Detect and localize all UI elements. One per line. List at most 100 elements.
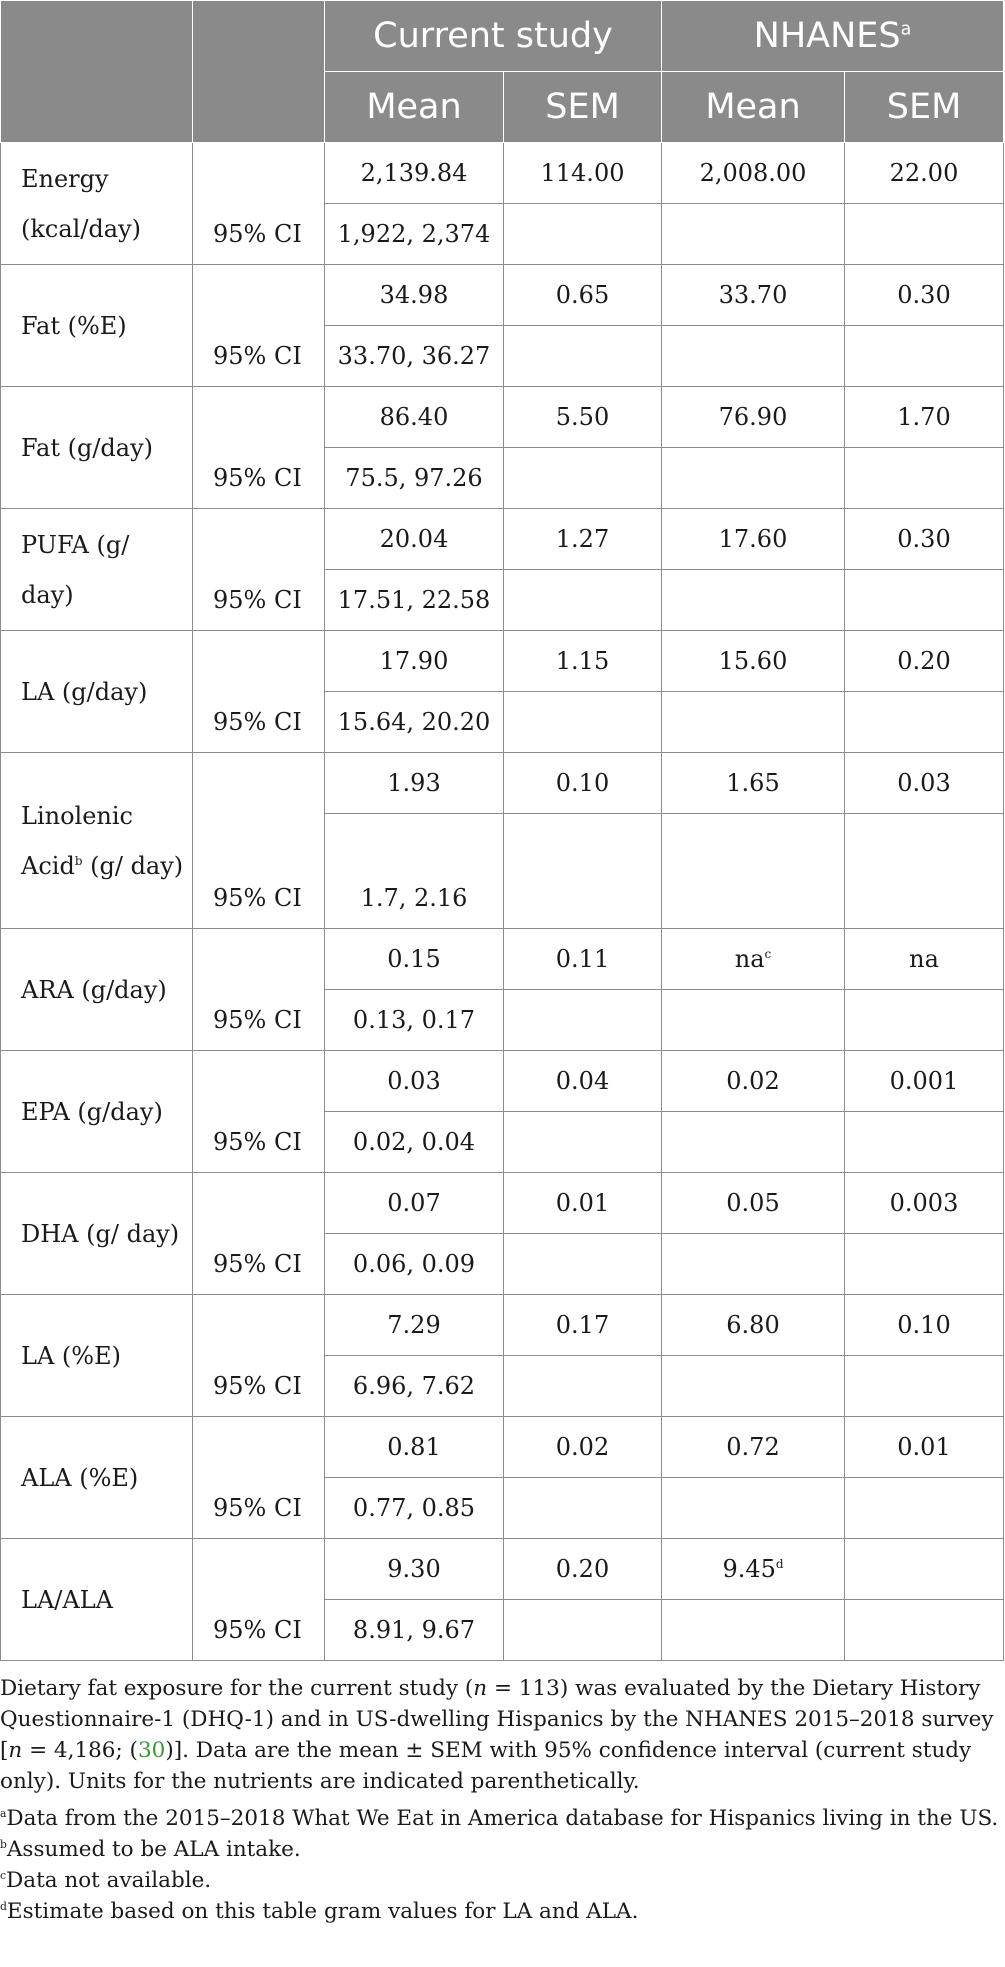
header-cs-sem: SEM [503, 71, 662, 143]
nh-sem-cell: na [843, 928, 1005, 990]
table-row: Fat (%E) 95% CI 34.98 0.65 33.70 0.30 [0, 264, 1005, 387]
ci-value-cell: 1.7, 2.16 [324, 813, 504, 929]
empty-cell [843, 1599, 1005, 1661]
empty-cell [503, 813, 662, 929]
empty-cell [661, 691, 845, 753]
table-row-ci: 6.96, 7.62 [1, 1355, 1005, 1417]
cs-mean-cell: 1.93 [324, 752, 504, 814]
nh-sem-cell: 0.10 [843, 1294, 1005, 1356]
cs-mean-cell: 34.98 [324, 264, 504, 326]
empty-cell [661, 989, 845, 1051]
footnote-main: Dietary fat exposure for the current stu… [0, 1676, 994, 1794]
nh-mean-cell: 1.65 [661, 752, 845, 814]
cs-mean-cell: 2,139.84 [324, 142, 504, 204]
table-row-ci: 33.70, 36.27 [1, 325, 1005, 387]
empty-cell [503, 1477, 662, 1539]
empty-cell [503, 1233, 662, 1295]
ci-value-cell: 0.06, 0.09 [324, 1233, 504, 1295]
cs-mean-cell: 9.30 [324, 1538, 504, 1600]
ci-value-cell: 15.64, 20.20 [324, 691, 504, 753]
empty-cell [661, 203, 845, 265]
table-row-ci: 75.5, 97.26 [1, 447, 1005, 509]
nh-mean-cell: 0.05 [661, 1172, 845, 1234]
nutrient-label: LA/ALA [0, 1538, 193, 1661]
empty-cell [661, 325, 845, 387]
ci-value-cell: 75.5, 97.26 [324, 447, 504, 509]
nh-sem-cell: 0.01 [843, 1416, 1005, 1478]
cs-mean-cell: 0.81 [324, 1416, 504, 1478]
cs-mean-cell: 7.29 [324, 1294, 504, 1356]
cs-sem-cell: 0.11 [503, 928, 662, 990]
empty-cell [843, 1233, 1005, 1295]
empty-cell [661, 1599, 845, 1661]
nh-sem-cell: 0.03 [843, 752, 1005, 814]
ci-label: 95% CI [192, 386, 325, 509]
empty-cell [843, 813, 1005, 929]
empty-cell [843, 325, 1005, 387]
empty-cell [503, 325, 662, 387]
empty-cell [843, 1355, 1005, 1417]
footnote-notes: aData from the 2015–2018 What We Eat in … [0, 1803, 1000, 1927]
cs-mean-cell: 17.90 [324, 630, 504, 692]
table-row: DHA (g/ day) 95% CI 0.07 0.01 0.05 0.003 [0, 1172, 1005, 1295]
table-row-ci: 0.13, 0.17 [1, 989, 1005, 1051]
header-nhanes: NHANESa [660, 0, 1005, 72]
table-footnote: Dietary fat exposure for the current stu… [0, 1661, 1000, 1927]
nh-sem-cell: 0.30 [843, 508, 1005, 570]
nutrient-label: ALA (%E) [0, 1416, 193, 1539]
cs-sem-cell: 5.50 [503, 386, 662, 448]
nh-sem-cell: 0.001 [843, 1050, 1005, 1112]
empty-cell [661, 813, 845, 929]
table-row: ALA (%E) 95% CI 0.81 0.02 0.72 0.01 [0, 1416, 1005, 1539]
empty-cell [661, 1111, 845, 1173]
empty-cell [843, 447, 1005, 509]
ci-value-cell: 17.51, 22.58 [324, 569, 504, 631]
nutrient-label: DHA (g/ day) [0, 1172, 193, 1295]
table-row-ci: 17.51, 22.58 [1, 569, 1005, 631]
cs-sem-cell: 114.00 [503, 142, 662, 204]
nh-mean-cell: 9.45d [661, 1538, 845, 1600]
cs-sem-cell: 1.27 [503, 508, 662, 570]
nutrient-label: Fat (g/day) [0, 386, 193, 509]
cs-sem-cell: 0.01 [503, 1172, 662, 1234]
empty-cell [843, 569, 1005, 631]
empty-cell [661, 447, 845, 509]
reference-link[interactable]: 30 [137, 1738, 166, 1763]
cs-mean-cell: 0.15 [324, 928, 504, 990]
empty-cell [503, 1355, 662, 1417]
table-row: PUFA (g/ day) 95% CI 20.04 1.27 17.60 0.30 [0, 508, 1005, 631]
ci-label: 95% CI [192, 1172, 325, 1295]
table-row: LA (%E) 95% CI 7.29 0.17 6.80 0.10 [0, 1294, 1005, 1417]
cs-sem-cell: 0.04 [503, 1050, 662, 1112]
ci-label: 95% CI [192, 630, 325, 753]
table-row: LA/ALA 95% CI 9.30 0.20 9.45d [0, 1538, 1005, 1661]
empty-cell [503, 1599, 662, 1661]
table-row: EPA (g/day) 95% CI 0.03 0.04 0.02 0.001 [0, 1050, 1005, 1173]
table-figure: Current study NHANESa Mean SEM Mean SEM … [0, 0, 1005, 1927]
ci-label: 95% CI [192, 508, 325, 631]
ci-value-cell: 0.77, 0.85 [324, 1477, 504, 1539]
header-current-study: Current study [324, 0, 662, 72]
table-row-ci: 0.77, 0.85 [1, 1477, 1005, 1539]
nh-sem-cell: 22.00 [843, 142, 1005, 204]
empty-cell [503, 447, 662, 509]
ci-label: 95% CI [192, 1294, 325, 1417]
empty-cell [503, 203, 662, 265]
table-row-ci: 0.02, 0.04 [1, 1111, 1005, 1173]
empty-cell [503, 569, 662, 631]
empty-cell [661, 569, 845, 631]
header-nh-sem: SEM [843, 71, 1005, 143]
empty-cell [843, 1111, 1005, 1173]
table-body: Energy (kcal/day) 95% CI 2,139.84 114.00 2,0… [0, 142, 1005, 1661]
empty-cell [661, 1355, 845, 1417]
empty-cell [661, 1477, 845, 1539]
ci-label: 95% CI [192, 1416, 325, 1539]
empty-cell [843, 1477, 1005, 1539]
nh-sem-cell: 1.70 [843, 386, 1005, 448]
nh-sem-cell: 0.30 [843, 264, 1005, 326]
footnote-note: cData not available. [0, 1868, 212, 1893]
ci-value-cell: 8.91, 9.67 [324, 1599, 504, 1661]
empty-cell [843, 691, 1005, 753]
table-row-ci: 8.91, 9.67 [1, 1599, 1005, 1661]
nh-mean-cell: 17.60 [661, 508, 845, 570]
